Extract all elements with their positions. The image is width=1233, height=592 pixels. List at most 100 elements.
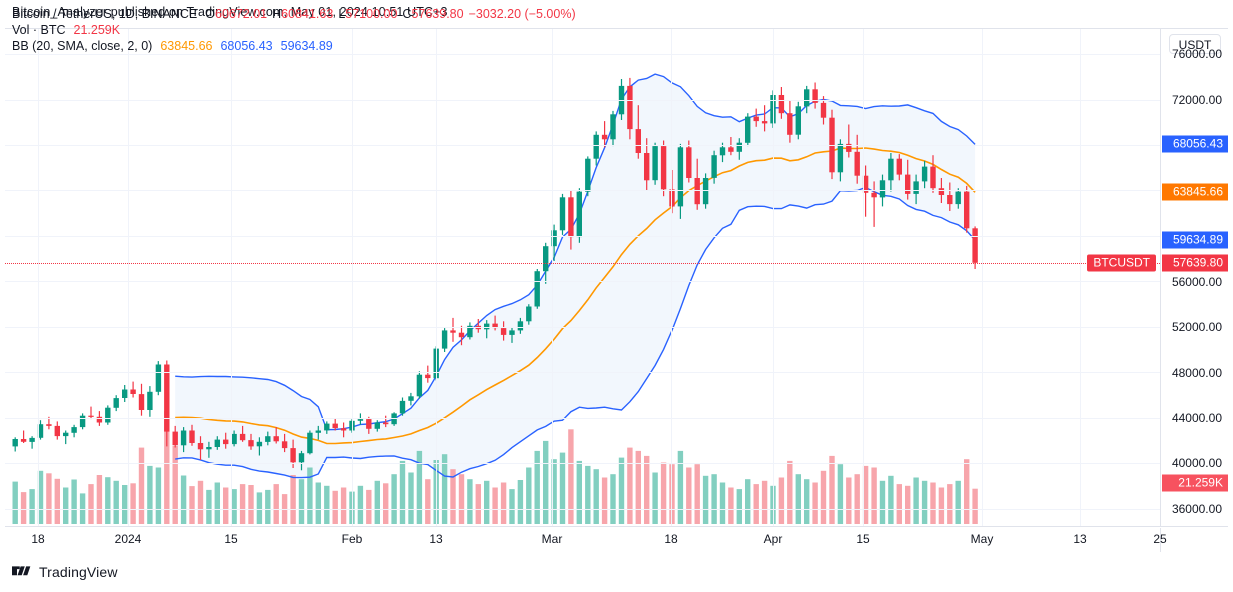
legend-bb-row[interactable]: BB (20, SMA, close, 2, 0) 63845.66 68056.4…: [12, 38, 576, 54]
volume-bar: [54, 478, 60, 524]
legend-close-label: C: [402, 7, 412, 21]
gridline-vertical: [773, 29, 774, 526]
candle-body: [231, 433, 237, 445]
legend-bb-upper: 68056.43: [220, 39, 273, 53]
volume-bar: [888, 475, 894, 524]
volume-bar: [568, 429, 574, 524]
candle-body: [12, 439, 18, 447]
candle-body: [593, 134, 599, 159]
volume-bar: [559, 452, 566, 524]
candle-body: [88, 415, 94, 417]
volume-bar: [383, 483, 389, 524]
candle-body: [871, 192, 877, 198]
volume-bar: [180, 475, 187, 524]
volume-bar: [526, 467, 532, 524]
volume-bar: [896, 484, 902, 524]
volume-bar: [425, 479, 431, 524]
chart-pane[interactable]: BTCUSDT: [5, 29, 1160, 526]
volume-bar: [913, 477, 919, 524]
volume-bar: [736, 489, 742, 524]
time-axis[interactable]: 18 2024 15 Feb 13 Mar 18 Apr 15 May 13 25: [5, 528, 1228, 552]
candle-body: [635, 129, 641, 153]
volume-bar: [787, 460, 793, 524]
gridline-vertical: [552, 29, 553, 526]
price-axis-tick-label: 72000.00: [1171, 92, 1222, 107]
volume-bar: [458, 474, 465, 524]
volume-bar: [88, 484, 94, 524]
volume-bar: [745, 479, 751, 524]
volume-bar: [719, 482, 726, 524]
volume-bar: [122, 485, 128, 524]
volume-bar: [635, 450, 641, 524]
legend-high-value: 60841.63: [281, 7, 334, 21]
volume-bar: [332, 490, 338, 524]
symbol-price-tag: BTCUSDT: [1087, 254, 1156, 272]
volume-bar: [543, 440, 549, 524]
volume-bar: [972, 488, 978, 524]
tradingview-brand: TradingView: [39, 564, 118, 580]
candle-body: [660, 146, 667, 190]
candle-body: [753, 116, 759, 122]
volume-bar: [475, 484, 481, 524]
gridline-horizontal: [5, 327, 1160, 328]
time-axis-tick-label: 25: [1153, 532, 1167, 546]
candle-body: [383, 422, 389, 425]
candle-body: [265, 436, 271, 442]
candle-body: [686, 147, 692, 178]
candle-body: [223, 439, 229, 445]
candle-body: [534, 271, 540, 307]
volume-bar: [231, 489, 237, 524]
candle-body: [711, 155, 717, 178]
volume-bar: [155, 467, 162, 524]
candle-body: [416, 374, 423, 397]
time-axis-tick-label: Feb: [341, 532, 363, 546]
volume-bar: [660, 462, 667, 524]
last-price-line: [5, 262, 1160, 264]
volume-bar: [46, 473, 52, 524]
volume-bar: [964, 459, 970, 524]
volume-bar: [601, 477, 608, 524]
gridline-vertical: [1080, 29, 1081, 526]
time-axis-tick-label: 2024: [114, 532, 142, 546]
candle-body: [366, 419, 372, 429]
volume-bar: [172, 445, 178, 524]
volume-bar: [96, 475, 103, 524]
volume-bar: [610, 474, 616, 524]
volume-bar: [416, 450, 423, 524]
candle-body: [972, 228, 978, 263]
volume-bar: [357, 485, 364, 524]
candle-body: [812, 89, 818, 103]
volume-bar: [307, 467, 313, 524]
volume-bar: [366, 489, 372, 524]
volume-bar: [12, 481, 18, 524]
candle-body: [180, 430, 187, 446]
volume-bar: [694, 464, 700, 524]
volume-bar: [239, 484, 246, 524]
candle-body: [206, 447, 212, 450]
volume-bar: [20, 492, 27, 524]
volume-bar: [408, 472, 414, 524]
gridline-horizontal: [5, 463, 1160, 464]
candle-body: [702, 178, 709, 205]
candle-body: [846, 143, 852, 152]
candle-body: [947, 195, 953, 205]
candle-body: [349, 420, 355, 431]
volume-bar: [820, 470, 827, 524]
legend-symbol-row[interactable]: Bitcoin / TetherUS, 1D, BINANCE O60672.01…: [12, 6, 576, 22]
volume-bar: [113, 480, 119, 524]
legend-volume-row[interactable]: Vol · BTC 21.259K: [12, 22, 576, 38]
legend-bb-lower: 59634.89: [280, 39, 333, 53]
candle-body: [719, 147, 726, 156]
candle-body: [652, 146, 658, 181]
gridline-vertical: [671, 29, 672, 526]
volume-bar: [467, 479, 473, 524]
candle-body: [787, 113, 793, 135]
candle-body: [441, 330, 448, 349]
price-axis-tick-label: 36000.00: [1171, 501, 1222, 516]
candle-body: [29, 437, 35, 442]
candle-body: [879, 180, 886, 198]
volume-bar: [29, 489, 35, 524]
gridline-vertical: [128, 29, 129, 526]
time-axis-tick-label: 15: [856, 532, 870, 546]
price-axis[interactable]: USDT 76000.00 72000.00 56000.00 52000.00 480…: [1160, 29, 1228, 526]
